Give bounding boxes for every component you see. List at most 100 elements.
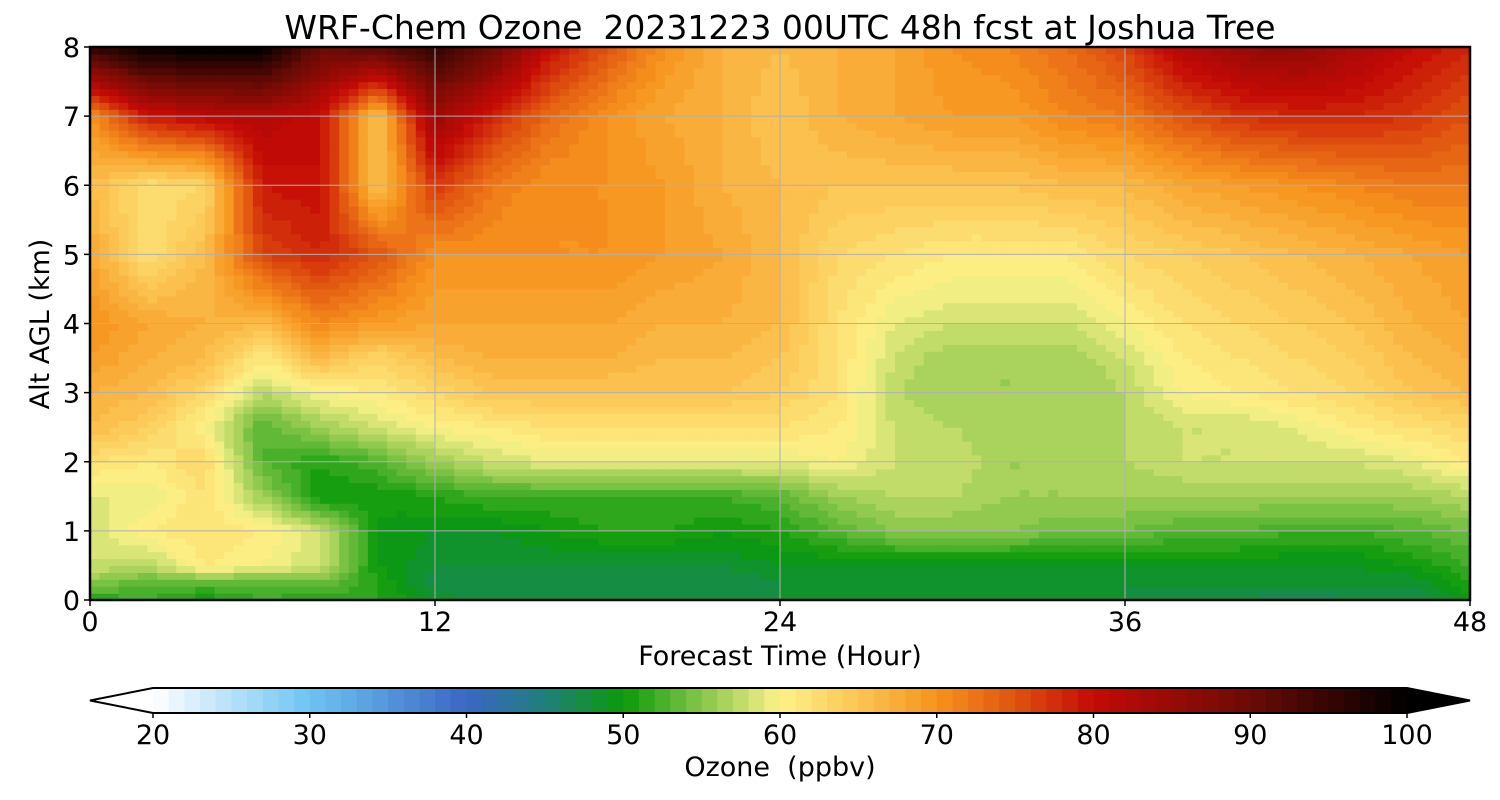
- heatmap-cell: [1249, 392, 1260, 401]
- heatmap-cell: [415, 378, 427, 387]
- heatmap-cell: [1134, 392, 1145, 401]
- heatmap-cell: [243, 406, 254, 414]
- heatmap-cell: [923, 593, 934, 600]
- heatmap-cell: [665, 593, 676, 600]
- heatmap-cell: [530, 510, 542, 518]
- heatmap-cell: [339, 427, 350, 435]
- heatmap-cell: [329, 593, 340, 600]
- heatmap-cell: [1422, 385, 1433, 394]
- heatmap-cell: [962, 371, 973, 380]
- heatmap-cell: [1192, 510, 1203, 518]
- heatmap-cell: [550, 517, 561, 525]
- heatmap-cell: [1335, 496, 1347, 504]
- heatmap-cell: [1134, 523, 1145, 532]
- heatmap-cell: [205, 537, 216, 546]
- heatmap-cell: [1326, 364, 1337, 373]
- heatmap-cell: [655, 385, 666, 394]
- heatmap-cell: [1134, 530, 1145, 539]
- heatmap-cell: [751, 461, 762, 470]
- heatmap-cell: [1287, 503, 1299, 511]
- heatmap-cell: [205, 447, 216, 456]
- heatmap-cell: [1077, 406, 1088, 414]
- heatmap-cell: [444, 371, 455, 380]
- heatmap-cell: [550, 434, 561, 442]
- heatmap-cell: [1374, 434, 1385, 442]
- heatmap-cell: [243, 378, 254, 387]
- heatmap-cell: [1182, 537, 1193, 546]
- heatmap-cell: [751, 392, 762, 401]
- heatmap-cell: [339, 510, 350, 518]
- heatmap-cell: [521, 358, 532, 366]
- heatmap-cell: [1259, 468, 1270, 477]
- heatmap-cell: [684, 586, 695, 594]
- heatmap-cell: [1010, 496, 1021, 504]
- heatmap-cell: [952, 544, 963, 553]
- heatmap-cell: [291, 503, 302, 511]
- heatmap-cell: [205, 510, 216, 518]
- heatmap-cell: [1144, 551, 1155, 560]
- heatmap-cell: [444, 399, 455, 408]
- heatmap-cell: [415, 385, 427, 394]
- heatmap-cell: [329, 544, 340, 553]
- heatmap-cell: [1412, 441, 1423, 449]
- heatmap-cell: [626, 447, 637, 456]
- heatmap-cell: [1067, 523, 1078, 532]
- heatmap-cell: [1402, 371, 1414, 380]
- heatmap-cell: [320, 572, 331, 580]
- heatmap-cell: [176, 378, 187, 387]
- heatmap-cell: [1192, 454, 1203, 463]
- heatmap-cell: [569, 447, 580, 456]
- heatmap-cell: [1115, 537, 1126, 546]
- heatmap-cell: [760, 551, 772, 560]
- heatmap-cell: [195, 537, 206, 546]
- heatmap-cell: [885, 413, 896, 421]
- heatmap-cell: [933, 482, 944, 490]
- heatmap-cell: [1364, 427, 1375, 435]
- heatmap-cell: [712, 565, 724, 573]
- heatmap-cell: [875, 468, 887, 477]
- heatmap-cell: [1029, 510, 1040, 518]
- heatmap-cell: [137, 371, 149, 380]
- heatmap-cell: [607, 517, 618, 525]
- heatmap-cell: [540, 420, 551, 428]
- heatmap-cell: [914, 558, 925, 567]
- heatmap-cell: [1345, 496, 1356, 504]
- heatmap-cell: [607, 385, 618, 394]
- heatmap-cell: [808, 551, 819, 560]
- heatmap-cell: [1077, 420, 1088, 428]
- heatmap-cell: [1240, 558, 1251, 567]
- heatmap-cell: [1029, 482, 1040, 490]
- heatmap-cell: [895, 530, 906, 539]
- heatmap-cell: [157, 441, 168, 449]
- heatmap-cell: [99, 392, 110, 401]
- heatmap-cell: [655, 427, 666, 435]
- heatmap-cell: [109, 468, 120, 477]
- heatmap-cell: [406, 441, 417, 449]
- heatmap-cell: [329, 399, 340, 408]
- heatmap-cell: [521, 475, 532, 484]
- heatmap-cell: [147, 496, 158, 504]
- heatmap-cell: [559, 586, 570, 594]
- heatmap-cell: [1364, 371, 1375, 380]
- heatmap-cell: [444, 420, 455, 428]
- heatmap-cell: [1268, 586, 1279, 594]
- heatmap-cell: [856, 378, 867, 387]
- heatmap-cell: [320, 565, 331, 573]
- heatmap-cell: [320, 454, 331, 463]
- heatmap-cell: [1287, 392, 1299, 401]
- heatmap-cell: [329, 406, 340, 414]
- heatmap-cell: [1230, 482, 1241, 490]
- heatmap-cell: [808, 503, 819, 511]
- heatmap-cell: [252, 364, 264, 373]
- heatmap-cell: [444, 364, 455, 373]
- heatmap-cell: [808, 586, 819, 594]
- heatmap-cell: [1211, 586, 1222, 594]
- heatmap-cell: [626, 523, 637, 532]
- heatmap-cell: [847, 593, 858, 600]
- heatmap-cell: [406, 364, 417, 373]
- heatmap-cell: [1316, 503, 1327, 511]
- heatmap-cell: [693, 530, 704, 539]
- heatmap-cell: [502, 530, 513, 539]
- heatmap-cell: [1278, 544, 1289, 553]
- heatmap-cell: [482, 530, 494, 539]
